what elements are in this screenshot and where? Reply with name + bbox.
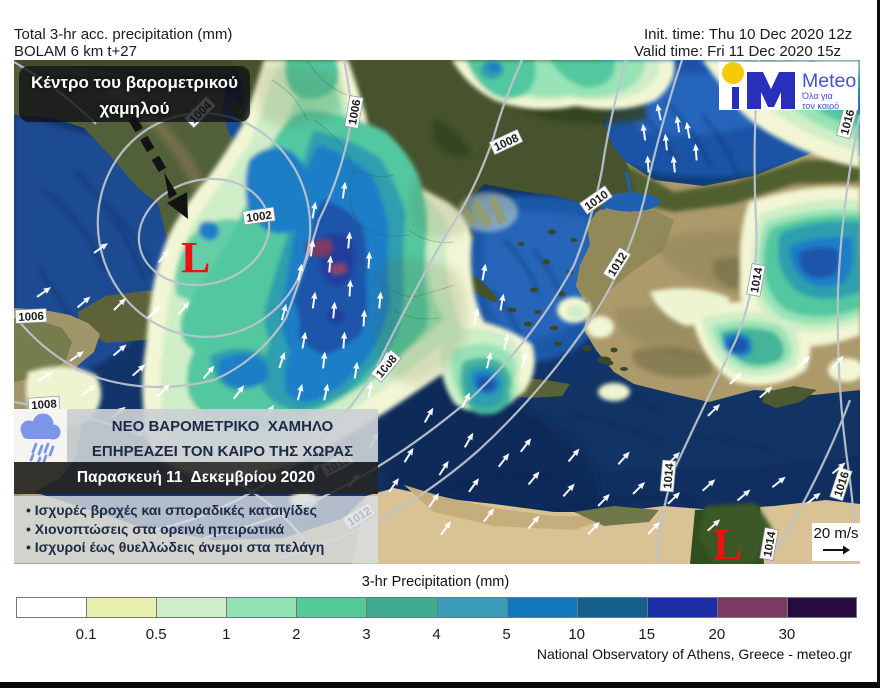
svg-text:1014: 1014 bbox=[762, 530, 778, 558]
svg-text:1014: 1014 bbox=[749, 266, 765, 294]
svg-text:1014: 1014 bbox=[662, 462, 676, 489]
svg-text:1008: 1008 bbox=[31, 398, 58, 412]
svg-text:Meteo: Meteo bbox=[802, 70, 856, 92]
svg-text:L: L bbox=[713, 520, 742, 564]
svg-text:1006: 1006 bbox=[347, 99, 363, 126]
svg-text:1002: 1002 bbox=[246, 210, 273, 225]
svg-text:Όλα για: Όλα για bbox=[801, 91, 833, 101]
svg-text:1006: 1006 bbox=[18, 311, 44, 324]
svg-text:τον καιρό: τον καιρό bbox=[802, 101, 839, 110]
svg-text:L: L bbox=[181, 233, 210, 282]
